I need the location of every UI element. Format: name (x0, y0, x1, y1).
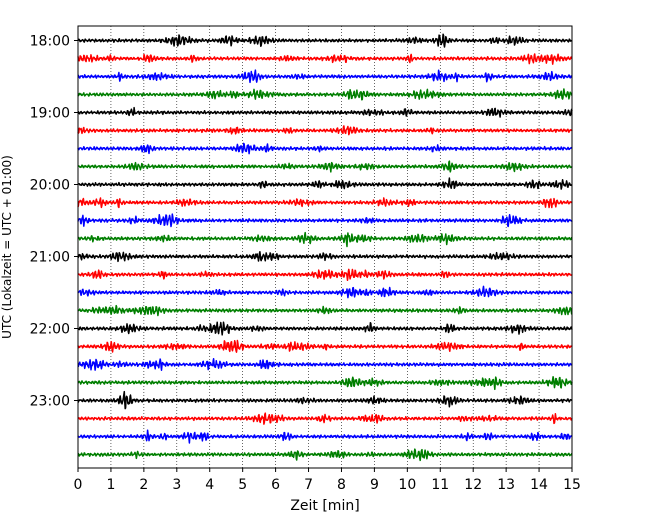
seismogram-trace (77, 390, 573, 410)
x-tick-label: 7 (304, 477, 313, 493)
x-axis-ticks: 0 1 2 3 4 5 6 7 8 9 10 11 12 13 14 15 (74, 468, 581, 493)
seismogram-trace (77, 177, 573, 190)
x-tick-label: 5 (238, 477, 247, 493)
seismogram-trace (77, 33, 573, 48)
seismogram-trace (77, 142, 573, 155)
seismogram-trace (77, 339, 573, 353)
x-tick-label: 3 (172, 477, 181, 493)
seismogram-trace (77, 231, 573, 248)
seismogram-traces (77, 33, 573, 462)
plot-frame (77, 25, 573, 469)
seismogram-trace (77, 88, 573, 101)
plot-background (78, 26, 572, 468)
x-tick-label: 2 (139, 477, 148, 493)
seismogram-trace (77, 358, 573, 371)
x-tick-label: 12 (464, 477, 482, 493)
seismogram-trace (77, 250, 573, 263)
y-tick-label: 18:00 (30, 34, 70, 50)
y-tick-label: 21:00 (30, 250, 70, 266)
seismogram-trace (77, 268, 573, 281)
x-tick-label: 1 (106, 477, 115, 493)
seismogram-trace (77, 125, 573, 136)
x-tick-label: 11 (431, 477, 449, 493)
y-tick-label: 19:00 (30, 106, 70, 122)
seismogram-trace (77, 429, 573, 444)
seismogram-trace (77, 376, 573, 391)
seismogram-trace (77, 69, 573, 84)
seismogram-trace (77, 412, 573, 425)
y-tick-label: 23:00 (30, 394, 70, 410)
seismogram-trace (77, 213, 573, 228)
x-tick-label: 15 (563, 477, 581, 493)
seismogram-trace (77, 448, 573, 462)
y-tick-label: 22:00 (30, 322, 70, 338)
x-tick-label: 10 (398, 477, 416, 493)
seismogram-trace (77, 106, 573, 118)
x-tick-label: 14 (530, 477, 548, 493)
x-tick-label: 4 (205, 477, 214, 493)
y-axis-label: UTC (Lokalzeit = UTC + 01:00) (0, 155, 14, 339)
seismogram-trace (77, 285, 573, 299)
y-axis-ticks: 18:00 19:00 20:00 21:00 22:00 23:00 (30, 34, 78, 410)
x-tick-label: 8 (337, 477, 346, 493)
seismogram-trace (77, 160, 573, 173)
seismogram-trace (77, 53, 573, 65)
y-tick-label: 20:00 (30, 178, 70, 194)
x-tick-label: 9 (370, 477, 379, 493)
x-tick-label: 6 (271, 477, 280, 493)
x-tick-label: 13 (497, 477, 515, 493)
seismogram-trace (77, 304, 573, 317)
x-tick-label: 0 (74, 477, 83, 493)
seismogram-trace (77, 197, 573, 209)
seismogram-trace (77, 321, 573, 336)
x-axis-label: Zeit [min] (290, 498, 359, 514)
